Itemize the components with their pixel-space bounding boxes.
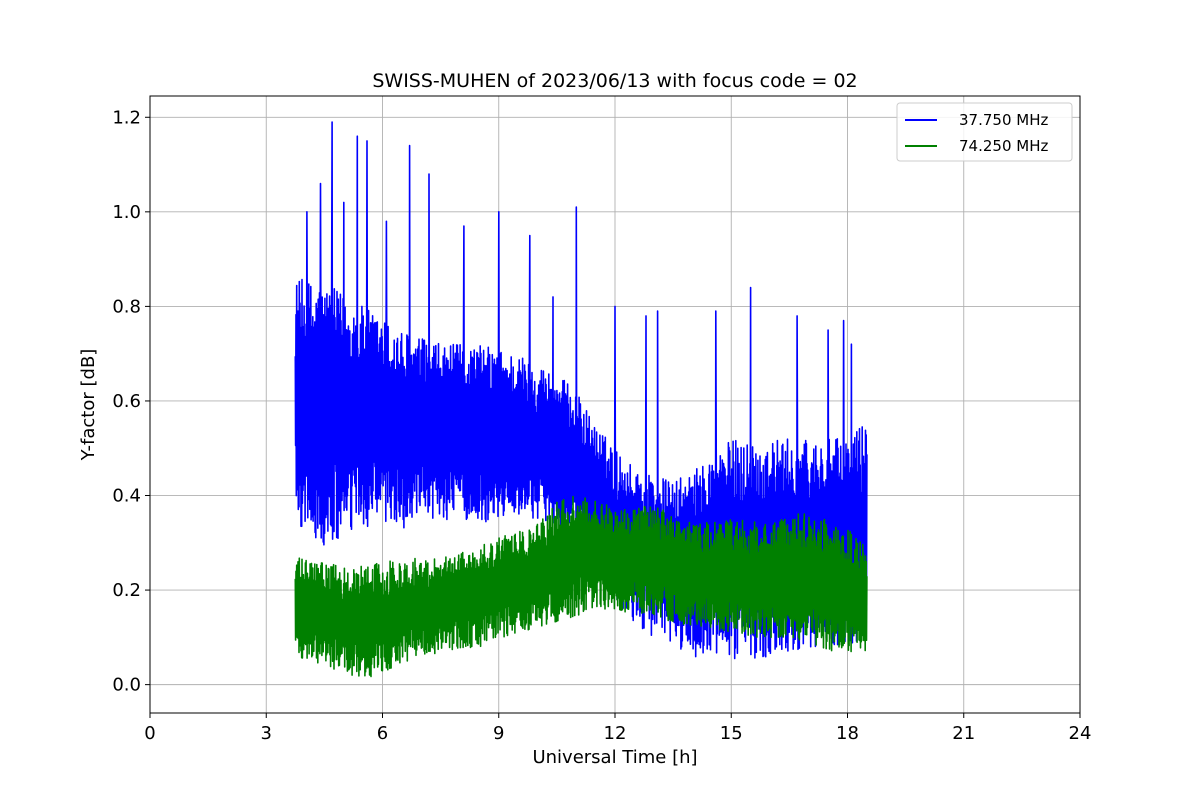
legend: 37.750 MHz 74.250 MHz	[896, 102, 1073, 162]
y-tick-label: 0.8	[112, 296, 141, 317]
x-tick-label: 21	[952, 723, 975, 744]
x-tick-label: 6	[377, 723, 388, 744]
x-tick-label: 24	[1069, 723, 1092, 744]
y-tick-label: 0.0	[112, 675, 141, 696]
series-line-74-250-MHz	[294, 495, 868, 678]
legend-box	[896, 102, 1073, 162]
chart-title: SWISS-MUHEN of 2023/06/13 with focus cod…	[372, 70, 857, 92]
y-tick-label: 1.0	[112, 202, 141, 223]
x-tick-label: 9	[493, 723, 504, 744]
y-axis-label: Y-factor [dB]	[78, 349, 99, 462]
y-tick-label: 0.6	[112, 391, 141, 412]
x-tick-label: 3	[261, 723, 272, 744]
y-tick-label: 1.2	[112, 107, 141, 128]
x-tick-label: 15	[720, 723, 743, 744]
y-tick-label: 0.4	[112, 486, 141, 507]
x-tick-label: 12	[604, 723, 627, 744]
plot-area	[294, 121, 868, 678]
y-tick-label: 0.2	[112, 580, 141, 601]
x-tick-label: 0	[144, 723, 155, 744]
legend-entry: 37.750 MHz	[959, 111, 1048, 129]
x-axis-label: Universal Time [h]	[532, 747, 697, 768]
legend-entry: 74.250 MHz	[959, 137, 1048, 155]
ticks: 0 3 6 9 12 15 18 21 24 0.0 0.2 0.4 0.6 0.8 1.0 1.2	[112, 107, 1091, 744]
x-tick-label: 18	[836, 723, 859, 744]
